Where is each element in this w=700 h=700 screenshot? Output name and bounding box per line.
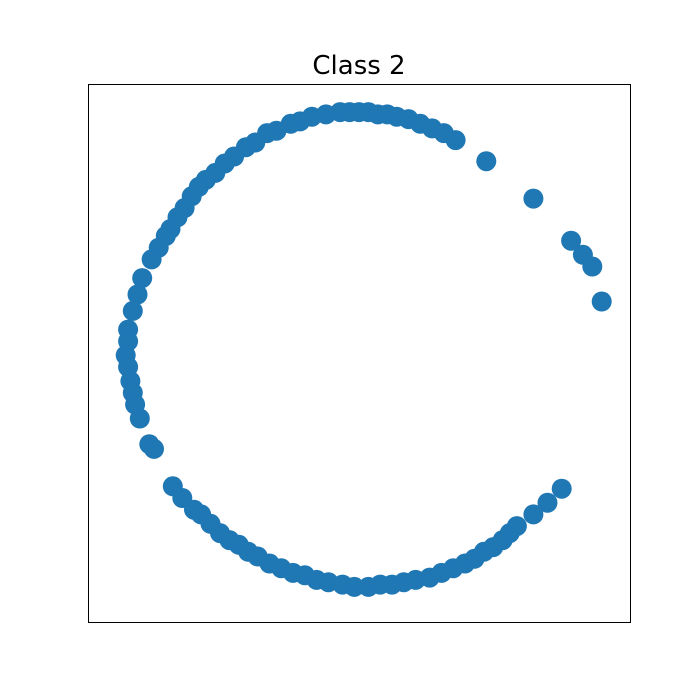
plot-frame	[88, 84, 631, 623]
scatter-point	[144, 438, 164, 459]
scatter-point	[141, 249, 162, 270]
scatter-point	[129, 408, 150, 429]
scatter-point	[582, 256, 603, 277]
scatter-point	[561, 230, 582, 251]
scatter-point	[591, 291, 612, 312]
scatter-point	[132, 268, 153, 289]
scatter-point	[551, 478, 572, 499]
chart-title: Class 2	[312, 51, 406, 81]
scatter-point	[523, 188, 544, 209]
scatter-point	[537, 492, 558, 513]
scatter-point	[476, 151, 497, 172]
scatter-point	[445, 130, 466, 151]
scatter-point	[122, 300, 143, 321]
points-layer	[115, 102, 612, 597]
scatter-point	[344, 576, 365, 597]
scatter-point	[506, 516, 527, 537]
scatter-point	[127, 284, 148, 305]
scatter-point	[523, 504, 544, 525]
